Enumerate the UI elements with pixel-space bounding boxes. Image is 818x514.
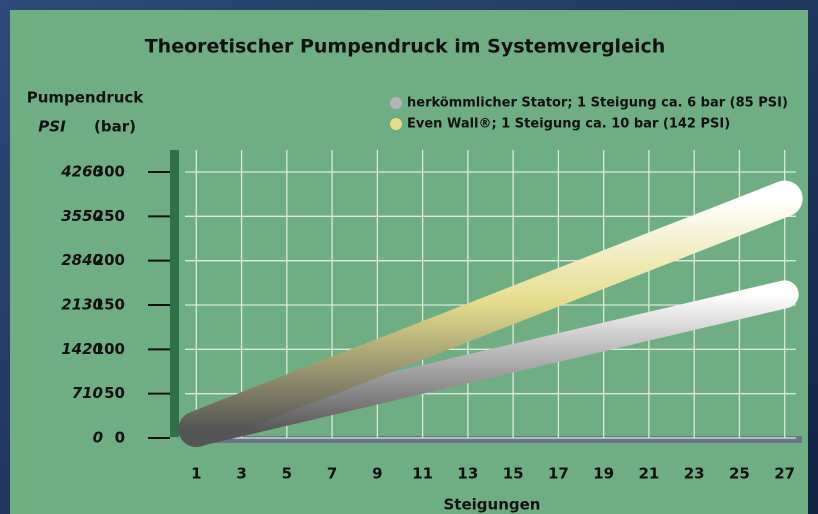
y-tick-label: 0 <box>115 429 125 447</box>
x-tick-label: 7 <box>327 465 337 483</box>
y2-axis-label: PSI <box>38 118 66 136</box>
y-axis-bar <box>170 150 179 437</box>
y2-tick-label: 4260 <box>60 163 103 181</box>
y-tick-label: 300 <box>94 163 125 181</box>
x-tick-label: 25 <box>729 465 750 483</box>
x-tick-label: 11 <box>412 465 433 483</box>
x-tick-label: 3 <box>236 465 246 483</box>
y2-tick-label: 1420 <box>61 340 103 358</box>
y2-tick-label: 710 <box>72 384 103 402</box>
x-tick-label: 9 <box>372 465 382 483</box>
y-tick-label: 50 <box>104 384 125 402</box>
y-tick-label: 150 <box>94 296 125 314</box>
y-tick-label: 200 <box>94 251 125 269</box>
x-tick-label: 19 <box>593 465 614 483</box>
y-tick-label: 100 <box>94 340 125 358</box>
x-tick-label: 5 <box>282 465 292 483</box>
y2-tick-label: 3550 <box>61 207 103 225</box>
y-axis-label: (bar) <box>94 118 136 136</box>
chart-title: Theoretischer Pumpendruck im Systemvergl… <box>145 36 666 58</box>
y2-tick-label: 2130 <box>61 296 103 314</box>
panel <box>10 10 808 514</box>
series-line <box>178 180 803 448</box>
x-tick-label: 17 <box>548 465 569 483</box>
x-tick-label: 21 <box>638 465 659 483</box>
y2-tick-label: 2840 <box>61 251 103 269</box>
legend-label: herkömmlicher Stator; 1 Steigung ca. 6 b… <box>407 96 788 111</box>
y-tick-label: 250 <box>94 207 125 225</box>
y2-tick-label: 0 <box>93 429 103 447</box>
y-axis-title: Pumpendruck <box>27 89 145 107</box>
x-tick-label: 1 <box>191 465 201 483</box>
legend-swatch <box>390 118 402 130</box>
legend-swatch <box>390 97 402 109</box>
x-tick-label: 23 <box>684 465 705 483</box>
x-axis-bar <box>188 436 802 443</box>
x-tick-label: 27 <box>774 465 795 483</box>
x-tick-label: 15 <box>503 465 524 483</box>
x-tick-label: 13 <box>457 465 478 483</box>
legend-label: Even Wall®; 1 Steigung ca. 10 bar (142 P… <box>407 117 730 132</box>
x-axis-label: Steigungen <box>444 496 541 514</box>
